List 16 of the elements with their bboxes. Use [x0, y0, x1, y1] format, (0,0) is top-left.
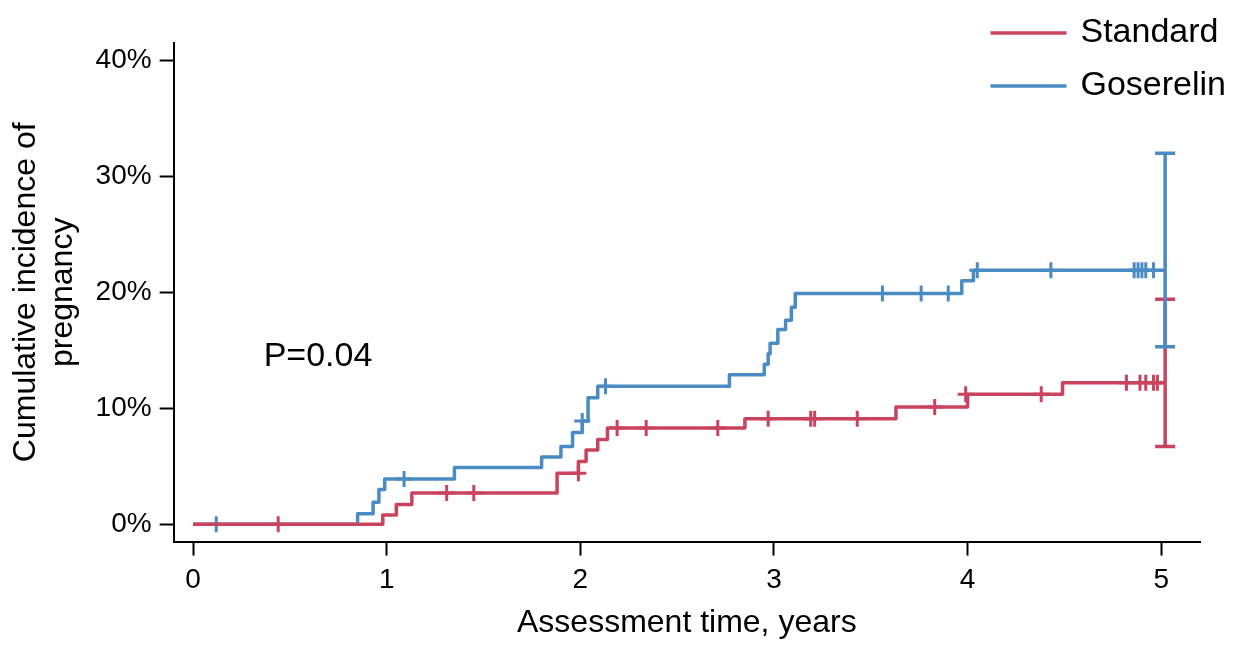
x-tick-label: 2 — [572, 563, 589, 595]
y-tick-label: 30% — [95, 159, 152, 191]
y-tick-label: 10% — [95, 390, 152, 422]
x-axis-title: Assessment time, years — [516, 603, 857, 640]
y-tick-label: 20% — [95, 275, 152, 307]
x-tick-label: 1 — [378, 563, 395, 595]
y-tick-label: 40% — [95, 43, 152, 75]
x-tick-label: 0 — [185, 563, 201, 595]
x-tick-label: 5 — [1153, 563, 1170, 595]
legend-label: Standard — [1080, 11, 1219, 50]
x-tick-label: 3 — [766, 563, 782, 595]
x-tick-label: 4 — [959, 563, 976, 595]
y-tick-label: 0% — [111, 506, 152, 538]
legend-label: Goserelin — [1080, 64, 1226, 103]
annotation: P=0.04 — [263, 335, 373, 374]
y-axis-title: Cumulative incidence of pregnancy — [6, 122, 80, 463]
